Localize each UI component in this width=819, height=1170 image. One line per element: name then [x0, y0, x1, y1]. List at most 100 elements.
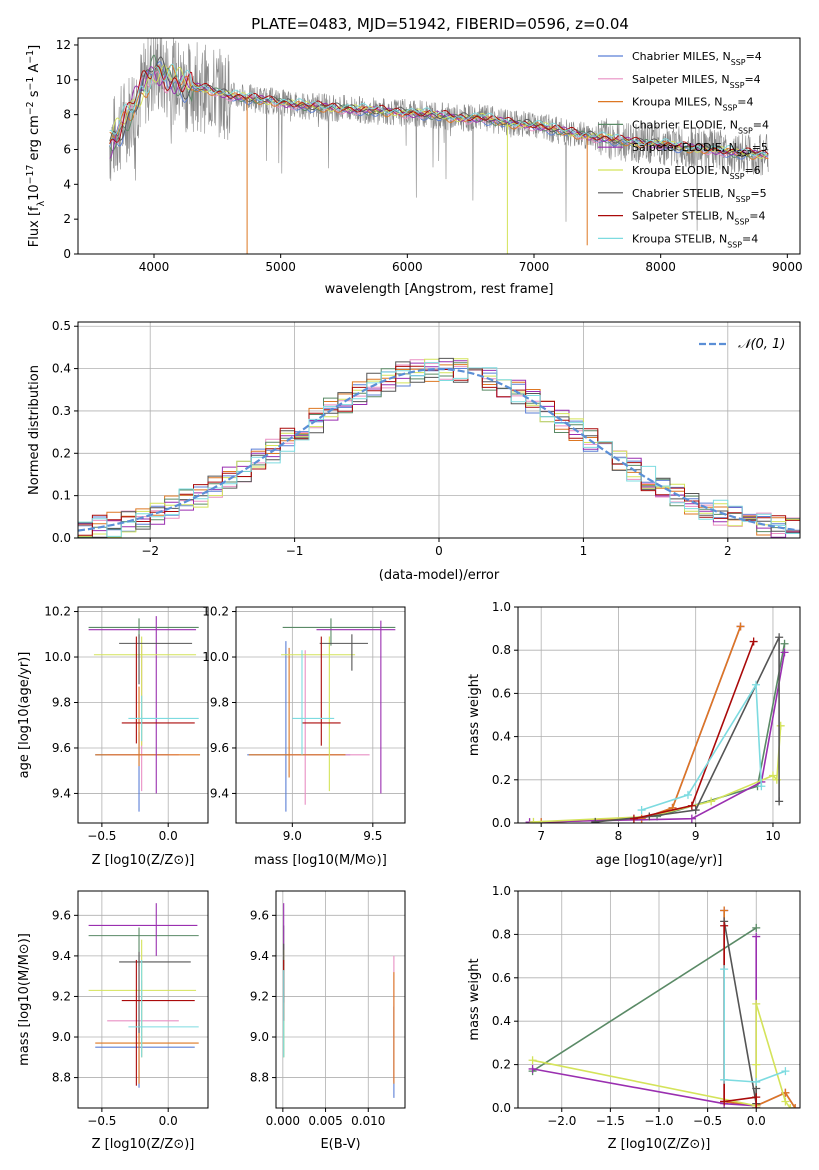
- axes-frame: [235, 606, 406, 824]
- data-point-kroupa-stelib: [752, 1077, 761, 1086]
- data-point-kroupa-miles: [736, 622, 745, 631]
- y-axis-label: Flux [fλ10−17 erg cm−2 s−1 A−1]: [25, 45, 47, 247]
- data-point-kroupa-stelib: [637, 806, 646, 815]
- data-point-salpeter-stelib: [720, 921, 729, 930]
- plot-area-residuals: [78, 357, 800, 538]
- y-tick-label: 2: [63, 212, 71, 226]
- panel-spectrum: 4000 5000 6000 7000 8000 9000 0 2 4 6 8 10 12 Chabrie…: [25, 37, 803, 297]
- y-tick-label: 9.4: [250, 949, 269, 963]
- y-axis-label: mass weight: [467, 674, 482, 756]
- plot-area-age-vs-Z: [88, 616, 201, 812]
- axes-frame: [77, 606, 209, 824]
- plot-area-massweight-vs-Z: [528, 906, 800, 1108]
- series-line-chabrier-miles: [723, 910, 796, 1108]
- panel-mass-vs-Z: −0.5 0.0 8.8 9.0 9.2 9.4 9.6 Z [log10(Z/Z⊙)] mas…: [17, 890, 209, 1152]
- y-tick-label: 1.0: [492, 884, 511, 898]
- y-tick-label: 0.1: [52, 489, 71, 503]
- series-line-chabrier-elodie: [532, 927, 757, 1072]
- data-point-salpeter-stelib: [749, 637, 758, 646]
- axes-frame: [517, 890, 801, 1109]
- y-tick-label: 9.6: [52, 741, 71, 755]
- data-point-chabrier-elodie: [780, 639, 789, 648]
- series-line-kroupa-elodie: [532, 1003, 791, 1108]
- y-tick-label: 9.0: [250, 1030, 269, 1044]
- panel-age-vs-mass: 9.0 9.5 9.4 9.6 9.8 10.0 10.2 mass [log10(M/M⊙)…: [202, 605, 406, 868]
- x-tick-label: 8000: [645, 260, 676, 274]
- data-point-salpeter-stelib: [687, 801, 696, 810]
- y-tick-label: 9.6: [52, 908, 71, 922]
- x-tick-label: −2: [141, 544, 159, 558]
- x-tick-label: 2: [724, 544, 732, 558]
- data-point-salpeter-elodie: [752, 932, 761, 941]
- x-tick-label: 7000: [519, 260, 550, 274]
- y-tick-label: 0.3: [52, 404, 71, 418]
- y-tick-label: 10: [56, 73, 71, 87]
- data-point-kroupa-stelib: [683, 790, 692, 799]
- y-tick-label: 0.8: [492, 643, 511, 657]
- y-tick-label: 10.0: [44, 650, 71, 664]
- x-tick-label: −0.5: [693, 1114, 722, 1128]
- x-tick-label: 0.0: [159, 1114, 178, 1128]
- model-kroupa-stelib: [109, 63, 769, 157]
- data-point-kroupa-elodie: [781, 1097, 790, 1106]
- y-tick-label: 8: [63, 108, 71, 122]
- axes-frame: [77, 321, 801, 539]
- plot-area-massweight-vs-age: [525, 622, 789, 823]
- data-point-kroupa-elodie: [528, 1056, 537, 1065]
- x-tick-label: −2.0: [547, 1114, 576, 1128]
- legend-entry-salpeter-elodie: Salpeter ELODIE, NSSP=5: [632, 141, 768, 158]
- series-line-salpeter-miles: [541, 626, 742, 823]
- y-tick-label: 0.0: [52, 531, 71, 545]
- y-tick-label: 9.8: [52, 695, 71, 709]
- y-tick-label: 0.5: [52, 319, 71, 333]
- data-point-salpeter-stelib: [629, 814, 638, 823]
- series-line-chabrier-stelib: [595, 636, 780, 823]
- axes-frame: [77, 890, 209, 1109]
- legend-entry-salpeter-miles: Salpeter MILES, NSSP=4: [632, 73, 761, 90]
- x-axis-label: mass [log10(M/M⊙)]: [254, 853, 387, 868]
- series-line-salpeter-elodie: [529, 652, 786, 823]
- model-kroupa-elodie: [109, 64, 769, 159]
- data-point-kroupa-elodie: [529, 817, 538, 823]
- x-tick-label: 0.0: [747, 1114, 766, 1128]
- data-point-salpeter-stelib: [752, 1093, 761, 1102]
- panel-residuals: −2 −1 0 1 2 0.0 0.1 0.2 0.3 0.4 0.5 𝒩(0, 1) (data-mo…: [27, 319, 801, 583]
- data-point-chabrier-stelib: [591, 817, 600, 823]
- y-tick-label: 0.4: [52, 362, 71, 376]
- y-tick-label: 9.0: [52, 1030, 71, 1044]
- data-point-kroupa-elodie: [776, 721, 785, 730]
- y-axis-label: Normed distribution: [27, 365, 42, 495]
- x-tick-label: 4000: [139, 260, 170, 274]
- panel-mass-vs-EBV: 0.000 0.005 0.010 8.8 9.0 9.2 9.4 9.6 E(B-V): [250, 890, 406, 1152]
- y-tick-label: 0.4: [492, 730, 511, 744]
- legend-entry-kroupa-elodie: Kroupa ELODIE, NSSP=6: [632, 164, 761, 181]
- data-point-kroupa-miles: [637, 814, 646, 823]
- y-axis-label: age [log10(age/yr)]: [17, 652, 32, 779]
- data-point-kroupa-elodie: [768, 771, 777, 780]
- series-line-kroupa-elodie: [533, 725, 782, 823]
- legend-entry-salpeter-stelib: Salpeter STELIB, NSSP=4: [632, 210, 765, 227]
- data-point-kroupa-elodie: [786, 1104, 795, 1108]
- x-axis-label: wavelength [Angstrom, rest frame]: [325, 282, 554, 297]
- data-point-kroupa-elodie: [752, 999, 761, 1008]
- plot-area-age-vs-mass: [247, 618, 396, 812]
- y-tick-label: 0.2: [492, 773, 511, 787]
- data-point-kroupa-stelib: [720, 1075, 729, 1084]
- data-point-salpeter-elodie: [687, 814, 696, 823]
- series-line-chabrier-miles: [541, 626, 742, 823]
- axes-frame: [517, 606, 801, 824]
- y-tick-label: 9.6: [210, 741, 229, 755]
- x-tick-label: 0.005: [308, 1114, 342, 1128]
- y-tick-label: 0.6: [492, 686, 511, 700]
- y-tick-label: 8.8: [250, 1071, 269, 1085]
- data-point-chabrier-elodie: [752, 923, 761, 932]
- legend-entry-normal: 𝒩(0, 1): [738, 337, 785, 352]
- data-point-kroupa-stelib: [757, 782, 766, 791]
- y-axis-label: mass [log10(M/M⊙)]: [17, 933, 32, 1066]
- x-tick-label: −0.5: [87, 1114, 116, 1128]
- series-line-kroupa-miles: [541, 626, 742, 823]
- y-tick-label: 9.8: [210, 695, 229, 709]
- x-axis-label: age [log10(age/yr)]: [596, 853, 723, 868]
- y-tick-label: 9.4: [210, 786, 229, 800]
- data-point-kroupa-elodie: [707, 797, 716, 806]
